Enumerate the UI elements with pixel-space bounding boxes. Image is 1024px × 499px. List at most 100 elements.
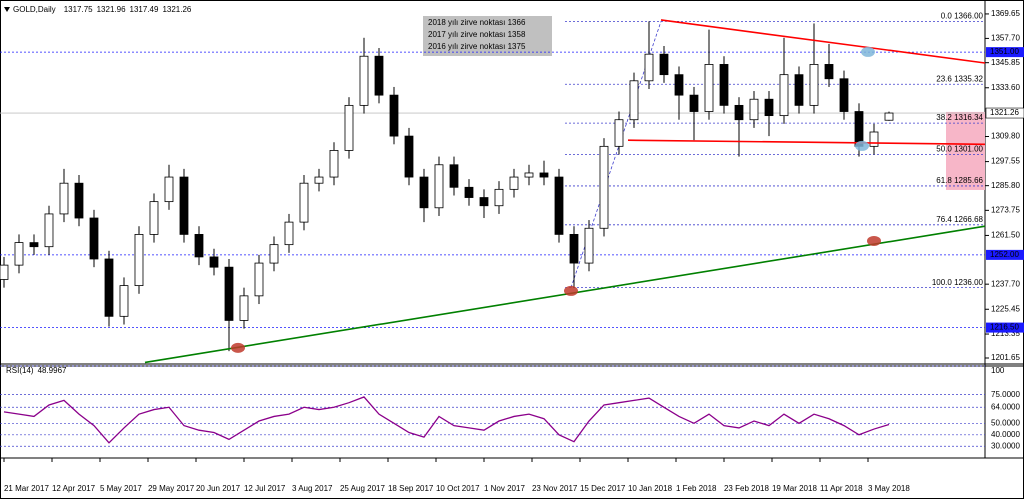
fib-label: 50.0 1301.00	[936, 145, 983, 154]
candle-body	[284, 221, 294, 246]
candle-body	[659, 53, 669, 76]
rsi-value: 48.9967	[38, 366, 67, 375]
candle-body	[644, 53, 654, 82]
x-tick-label: 25 Aug 2017	[340, 484, 385, 493]
candle-body	[839, 78, 849, 112]
y-tick-label: 1261.50	[991, 231, 1020, 240]
candle-body	[779, 74, 789, 117]
rsi-header: RSI(14) 48.9967	[6, 366, 67, 375]
x-tick-label: 19 Mar 2018	[772, 484, 817, 493]
candle-body	[689, 94, 699, 112]
candle-body	[749, 98, 759, 121]
rsi-tick-label: 50.0000	[991, 418, 1020, 427]
fib-label: 0.0 1366.00	[941, 12, 984, 21]
candle-body	[824, 64, 834, 80]
candle-body	[554, 176, 564, 235]
marker	[230, 342, 245, 353]
candle-body	[344, 104, 354, 151]
x-tick-label: 12 Apr 2017	[52, 484, 96, 493]
fib-label: 76.4 1266.68	[936, 215, 983, 224]
trendline	[627, 139, 986, 146]
x-tick-label: 23 Feb 2018	[724, 484, 769, 493]
candle-body	[539, 172, 549, 178]
marker	[854, 140, 869, 151]
candle-body	[449, 164, 459, 188]
y-tick-label: 1345.85	[991, 58, 1020, 67]
trendline	[660, 19, 986, 64]
candle-body	[29, 242, 39, 248]
candle-body	[869, 131, 879, 147]
annotation: 2017 yılı zirve noktası 1358	[428, 30, 526, 39]
x-tick-label: 1 Nov 2017	[484, 484, 525, 493]
candle-body	[359, 55, 369, 106]
rsi-tick-label: 64.0000	[991, 402, 1020, 411]
candle-body	[599, 145, 609, 229]
rsi-line	[3, 396, 890, 444]
candle-body	[584, 227, 594, 264]
rsi-label: RSI(14)	[6, 366, 34, 375]
candle-body	[89, 217, 99, 260]
candle-body	[179, 176, 189, 235]
candle-body	[389, 94, 399, 137]
annotation-box	[423, 16, 552, 56]
candle-body	[14, 242, 24, 266]
x-tick-label: 21 Mar 2017	[4, 484, 49, 493]
x-tick-label: 10 Oct 2017	[436, 484, 480, 493]
candle-body	[254, 262, 264, 297]
candle-body	[239, 295, 249, 321]
close-value: 1321.26	[162, 5, 191, 14]
y-tick-label: 1273.75	[991, 205, 1020, 214]
candle-body	[44, 213, 54, 248]
rsi-tick-label: 30.0000	[991, 441, 1020, 450]
candle-body	[419, 176, 429, 209]
x-tick-label: 20 Jun 2017	[196, 484, 241, 493]
candle-body	[494, 188, 504, 207]
candle-body	[569, 234, 579, 264]
candle-body	[809, 64, 819, 106]
candle-body	[719, 64, 729, 106]
menu-arrow[interactable]	[4, 7, 10, 12]
y-tick-label: 1285.80	[991, 181, 1020, 190]
current-price-box	[985, 107, 1024, 119]
level-box	[986, 249, 1024, 260]
candle-body	[509, 176, 519, 190]
x-tick-label: 3 May 2018	[868, 484, 910, 493]
rsi-tick-label: 40.0000	[991, 430, 1020, 439]
trendline	[144, 225, 986, 364]
candle-body	[404, 135, 414, 178]
symbol: GOLD,Daily	[13, 5, 56, 14]
candle-body	[329, 150, 339, 178]
marker	[866, 235, 881, 246]
candle-body	[884, 112, 894, 121]
fib-label: 100.0 1236.00	[932, 278, 984, 287]
annotation: 2016 yılı zirve noktası 1375	[428, 42, 526, 51]
x-tick-label: 18 Sep 2017	[388, 484, 434, 493]
candle-body	[104, 258, 114, 317]
candle-body	[164, 176, 174, 203]
candle-body	[119, 285, 129, 317]
x-tick-label: 10 Jan 2018	[628, 484, 673, 493]
rsi-tick-label: 75.0000	[991, 390, 1020, 399]
candle-body	[479, 197, 489, 207]
y-tick-label: 1309.80	[991, 132, 1020, 141]
candle-body	[734, 104, 744, 121]
fib-label: 23.6 1335.32	[936, 74, 983, 83]
y-tick-label: 1333.60	[991, 83, 1020, 92]
candle-body	[794, 74, 804, 106]
candle-body	[464, 186, 474, 198]
x-tick-label: 5 May 2017	[100, 484, 142, 493]
candle-body	[764, 98, 774, 117]
rsi-tick-label: 100	[991, 366, 1005, 375]
fib-label: 38.2 1316.34	[936, 113, 983, 122]
low-value: 1317.49	[130, 5, 159, 14]
current-price-label: 1321.26	[990, 108, 1019, 117]
candle-body	[524, 172, 534, 178]
y-tick-label: 1237.70	[991, 279, 1020, 288]
x-tick-label: 1 Feb 2018	[676, 484, 717, 493]
y-tick-label: 1225.45	[991, 304, 1020, 313]
x-tick-label: 3 Aug 2017	[292, 484, 333, 493]
annotation: 2018 yılı zirve noktası 1366	[428, 18, 526, 27]
candle-body	[59, 182, 69, 215]
level-box	[986, 322, 1024, 333]
